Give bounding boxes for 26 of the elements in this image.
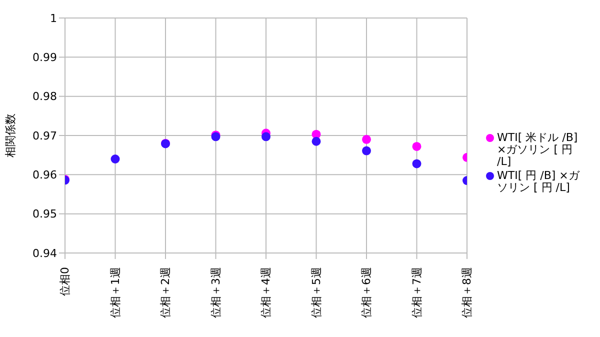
x-tick-label: 位相0 — [58, 267, 72, 296]
y-tick-label: 0.98 — [32, 90, 57, 104]
point — [362, 134, 371, 144]
point — [412, 159, 422, 168]
point — [262, 132, 270, 142]
y-tick-label: 0.94 — [32, 246, 57, 260]
x-tick-label: 位相＋4週 — [260, 267, 272, 318]
point — [110, 154, 120, 164]
y-axis-title: 相関係数 — [4, 114, 17, 158]
y-tick-label: 0.99 — [32, 51, 57, 64]
x-tick-label: 位相＋5週 — [310, 267, 323, 318]
x-tick-label: 位相＋8週 — [460, 267, 474, 318]
point — [312, 136, 321, 146]
point — [362, 146, 371, 156]
y-tick-label: 0.96 — [32, 168, 57, 182]
point — [412, 142, 422, 151]
y-tick-label: 0.95 — [32, 208, 57, 221]
x-tick-label: 位相＋7週 — [410, 267, 424, 318]
x-tick-label: 位相＋6週 — [360, 267, 373, 318]
legend-label: WTI[ 円 /B] ×ガソリン [ 円 /L] — [497, 169, 581, 194]
y-tick-label: 0.97 — [32, 129, 57, 142]
legend-label: WTI[ 米ドル /B] ×ガソリン [ 円 /L] — [497, 131, 579, 168]
x-tick-label: 位相＋2週 — [159, 267, 172, 318]
x-tick-label: 位相＋1週 — [108, 267, 122, 318]
y-tick-label: 1 — [50, 12, 57, 25]
x-tick-label: 位相＋3週 — [209, 267, 222, 318]
